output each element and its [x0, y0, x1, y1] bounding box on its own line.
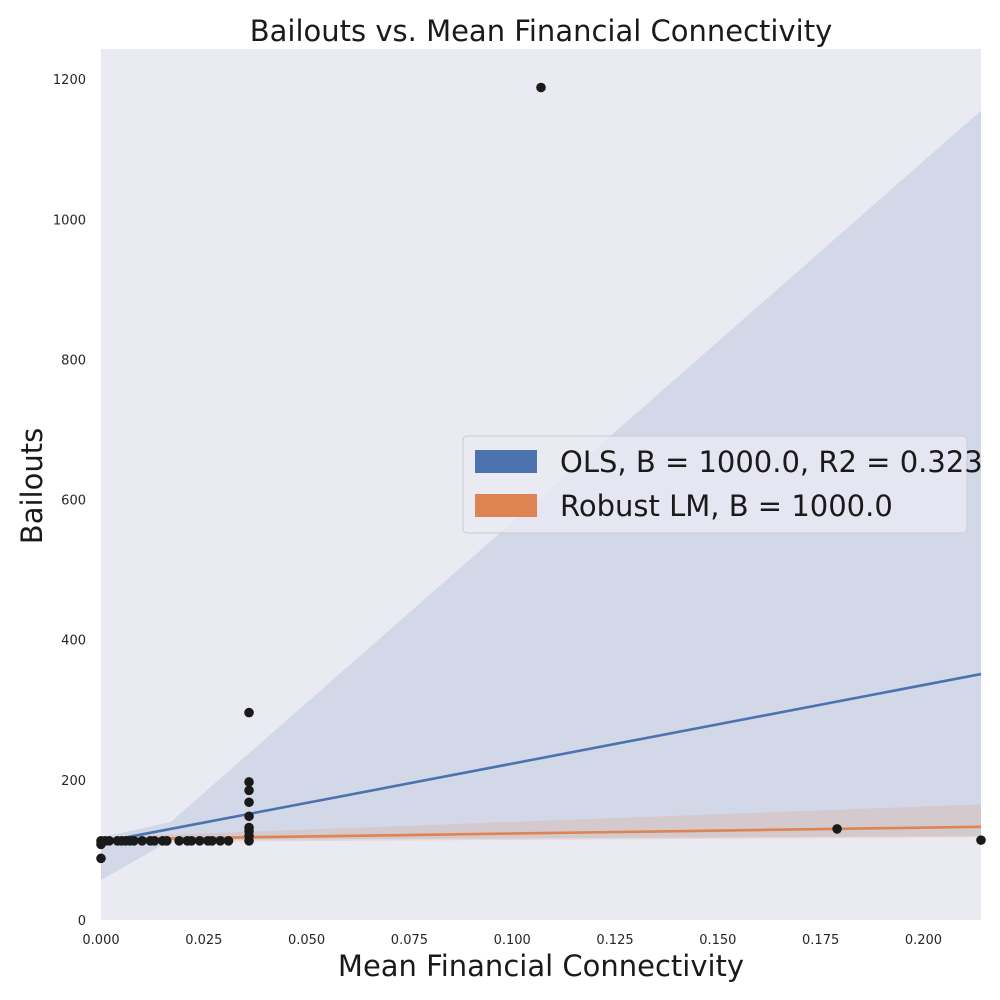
- data-point: [223, 836, 234, 846]
- x-tick-label: 0.125: [596, 933, 633, 948]
- x-tick-label: 0.000: [82, 933, 119, 948]
- data-point: [244, 777, 254, 787]
- x-tick-label: 0.100: [494, 933, 531, 948]
- data-point: [129, 836, 139, 846]
- legend-label-ols: OLS, B = 1000.0, R2 = 0.323: [560, 445, 983, 479]
- confidence-bands: [101, 110, 981, 881]
- y-axis-ticks: 0 200 400 600 800 1000 1200: [53, 73, 86, 929]
- data-point: [104, 836, 115, 846]
- y-tick-label: 1200: [53, 73, 86, 88]
- y-tick-label: 0: [78, 914, 86, 929]
- data-point: [207, 836, 217, 846]
- y-tick-label: 400: [61, 634, 86, 649]
- x-tick-label: 0.175: [802, 933, 839, 948]
- y-tick-label: 800: [61, 353, 86, 368]
- data-point: [215, 836, 226, 846]
- y-axis-label: Bailouts: [15, 428, 49, 544]
- data-point: [149, 836, 160, 846]
- data-point: [194, 836, 205, 846]
- data-point: [976, 835, 986, 845]
- scatter-points: [96, 82, 986, 864]
- data-point: [174, 836, 184, 846]
- data-point: [244, 785, 254, 796]
- y-tick-label: 600: [61, 494, 86, 509]
- data-point: [244, 707, 254, 718]
- legend-label-robust: Robust LM, B = 1000.0: [560, 489, 893, 523]
- x-tick-label: 0.050: [288, 933, 325, 948]
- robust-confidence-band: [101, 804, 981, 843]
- data-point: [244, 811, 254, 822]
- y-tick-label: 200: [61, 774, 86, 789]
- x-tick-label: 0.150: [699, 933, 736, 948]
- data-point: [244, 797, 254, 808]
- y-tick-label: 1000: [53, 213, 86, 228]
- data-point: [244, 822, 254, 833]
- x-axis-label: Mean Financial Connectivity: [338, 949, 744, 983]
- x-tick-label: 0.075: [391, 933, 428, 948]
- x-axis-ticks: 0.000 0.025 0.050 0.075 0.100 0.125 0.150 0.175…: [82, 933, 942, 948]
- legend-swatch-robust: [475, 494, 537, 517]
- ols-confidence-band: [101, 110, 981, 881]
- x-tick-label: 0.200: [905, 933, 942, 948]
- x-tick-label: 0.025: [185, 933, 222, 948]
- data-point: [536, 82, 546, 93]
- legend-box: [462, 435, 968, 534]
- data-point: [161, 836, 172, 846]
- data-point: [186, 836, 197, 846]
- data-point: [137, 836, 147, 846]
- chart-title: Bailouts vs. Mean Financial Connectivity: [250, 14, 832, 48]
- data-point: [832, 824, 842, 834]
- legend: OLS, B = 1000.0, R2 = 0.323 Robust LM, B…: [462, 435, 983, 534]
- data-point: [96, 853, 106, 864]
- legend-swatch-ols: [475, 450, 537, 473]
